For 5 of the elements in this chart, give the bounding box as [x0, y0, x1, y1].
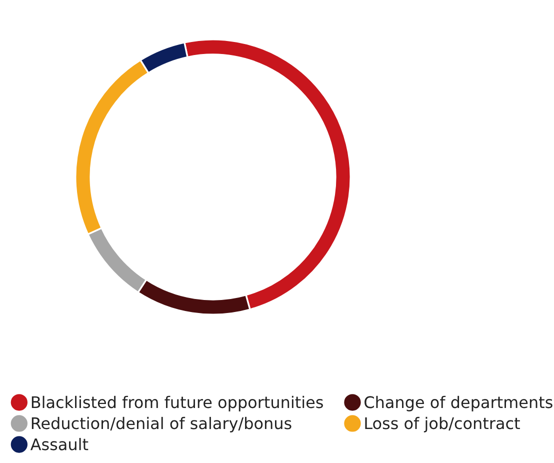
legend-label: Loss of job/contract — [365, 416, 520, 432]
legend-label: Change of departments — [364, 396, 552, 412]
legend-label: Reduction/denial of salary/bonus — [32, 416, 292, 432]
legend-label: Assault — [30, 438, 88, 450]
legend-label: Blacklisted from future opportunities — [32, 396, 323, 412]
